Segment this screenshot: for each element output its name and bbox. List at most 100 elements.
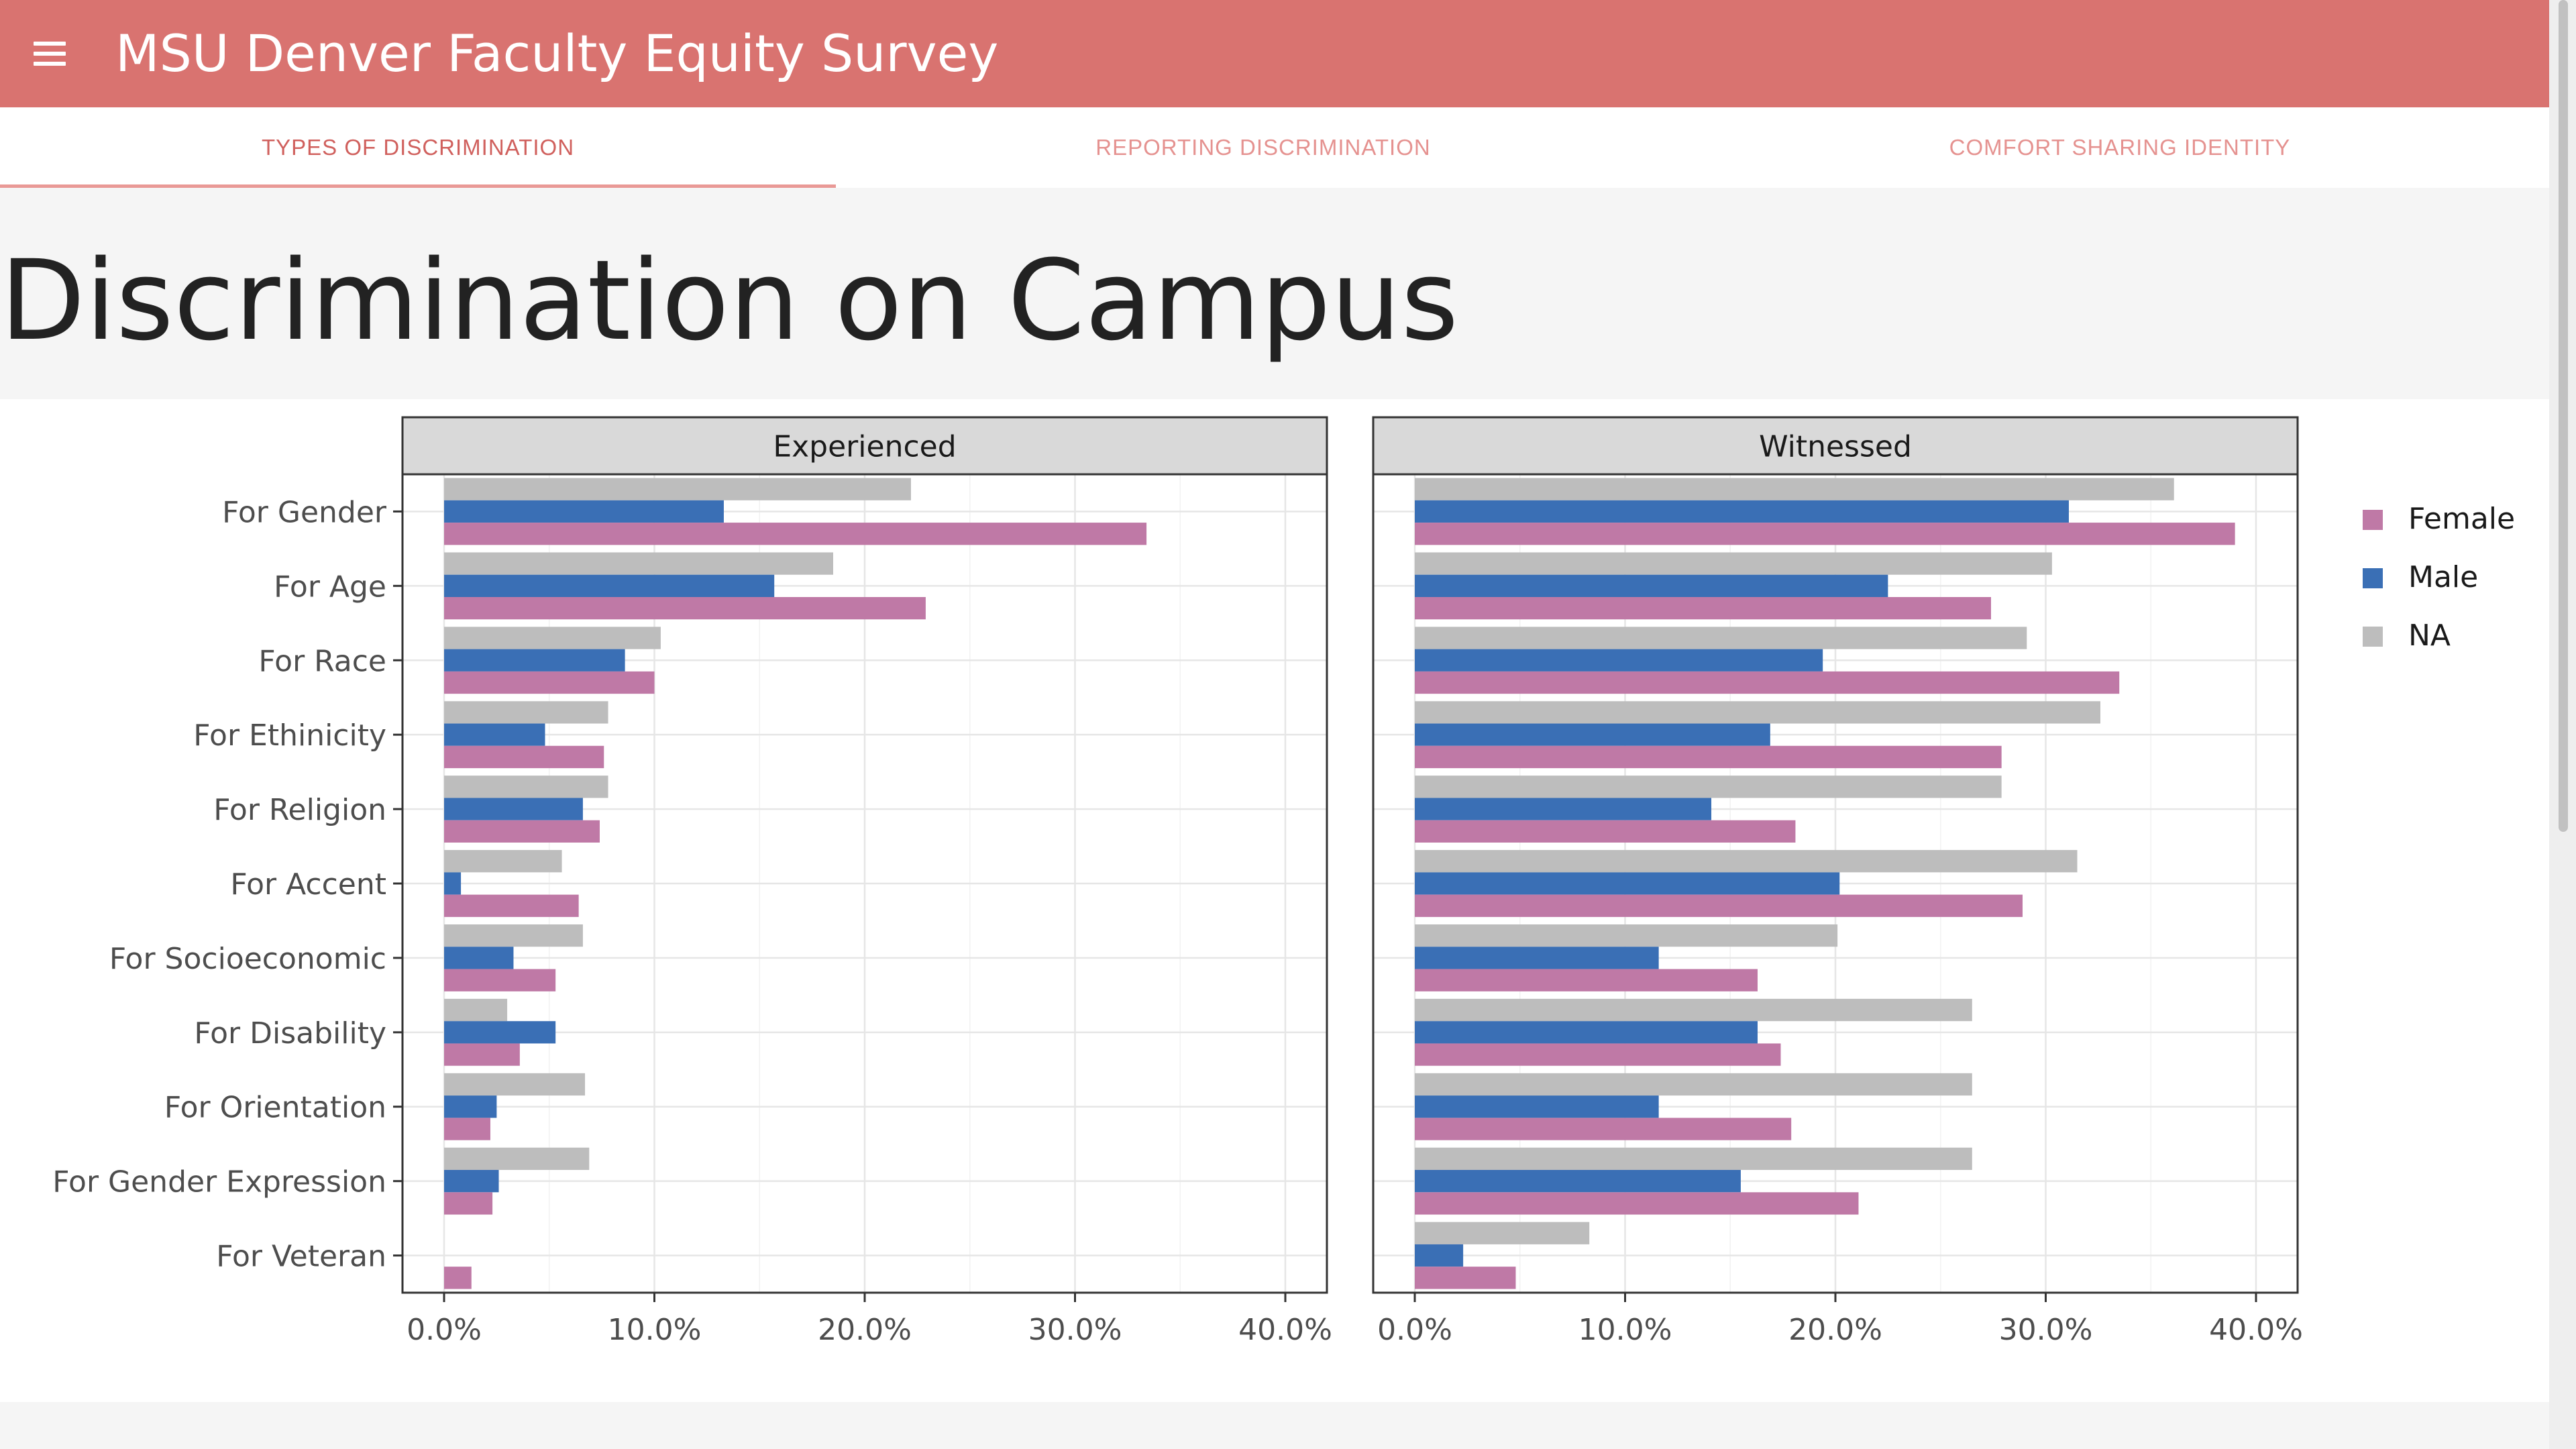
bar-witnessed-for-gender-expression-female (1415, 1192, 1859, 1215)
bar-witnessed-for-religion-na (1415, 775, 2002, 798)
y-tick-label-for-socioeconomic: For Socioeconomic (109, 942, 386, 976)
facet-strip-witnessed (1372, 416, 2299, 476)
y-tick-label-for-religion: For Religion (213, 793, 386, 827)
y-tick-label-for-orientation: For Orientation (164, 1091, 386, 1125)
scrollbar[interactable] (2549, 0, 2576, 1449)
bar-witnessed-for-veteran-male (1415, 1244, 1464, 1267)
x-tick-label: 20.0% (818, 1313, 912, 1347)
x-tick-label: 0.0% (407, 1313, 482, 1347)
page-title: Discrimination on Campus (0, 236, 1459, 365)
bar-witnessed-for-orientation-na (1415, 1073, 1972, 1096)
x-tick-label: 10.0% (1578, 1313, 1672, 1347)
legend-label-male: Male (2408, 560, 2478, 594)
tab-bar: TYPES OF DISCRIMINATION REPORTING DISCRI… (0, 107, 2549, 188)
bar-experienced-for-race-male (444, 649, 625, 672)
x-tick-label: 0.0% (1377, 1313, 1452, 1347)
menu-icon[interactable] (34, 42, 67, 66)
bar-experienced-for-religion-male (444, 798, 583, 820)
active-tab-indicator (0, 184, 836, 188)
bar-witnessed-for-veteran-na (1415, 1222, 1590, 1244)
bar-witnessed-for-socioeconomic-female (1415, 969, 1758, 991)
facet-label-witnessed: Witnessed (1759, 430, 1912, 464)
bar-experienced-for-race-na (444, 627, 661, 649)
legend-key-na (2363, 627, 2383, 647)
x-tick-label: 20.0% (1788, 1313, 1882, 1347)
legend-label-female: Female (2408, 502, 2515, 536)
bar-experienced-for-gender-male (444, 500, 724, 523)
x-tick-label: 40.0% (2209, 1313, 2303, 1347)
bar-witnessed-for-age-na (1415, 552, 2052, 575)
bar-experienced-for-socioeconomic-female (444, 969, 556, 991)
chart-area: Experienced 0.0% 10.0% 20.0% 30.0% 40.0% Witne… (0, 399, 2549, 1402)
bar-witnessed-for-religion-female (1415, 820, 1796, 843)
bar-experienced-for-gender-expression-male (444, 1170, 499, 1193)
bar-witnessed-for-veteran-female (1415, 1267, 1516, 1289)
bar-experienced-for-gender-female (444, 523, 1147, 545)
bar-experienced-for-veteran-female (444, 1267, 472, 1289)
y-tick-label-for-disability: For Disability (194, 1016, 386, 1051)
bar-experienced-for-gender-expression-na (444, 1147, 590, 1170)
bar-witnessed-for-socioeconomic-na (1415, 924, 1838, 947)
bar-witnessed-for-ethinicity-na (1415, 701, 2101, 724)
bar-witnessed-for-religion-male (1415, 798, 1712, 820)
bar-witnessed-for-ethinicity-male (1415, 723, 1770, 746)
bar-witnessed-for-race-female (1415, 671, 2120, 694)
bar-witnessed-for-socioeconomic-male (1415, 947, 1659, 969)
y-tick-label-for-accent: For Accent (230, 867, 386, 902)
bar-witnessed-for-orientation-female (1415, 1118, 1792, 1140)
bar-witnessed-for-gender-female (1415, 523, 2235, 545)
bar-witnessed-for-race-male (1415, 649, 1823, 672)
bar-witnessed-for-gender-expression-male (1415, 1170, 1741, 1193)
tab-types-of-discrimination[interactable]: TYPES OF DISCRIMINATION (261, 135, 575, 160)
bar-experienced-for-accent-na (444, 850, 562, 873)
y-tick-label-for-gender: For Gender (222, 495, 387, 529)
x-tick-label: 40.0% (1238, 1313, 1332, 1347)
tab-comfort-sharing-identity[interactable]: COMFORT SHARING IDENTITY (1949, 135, 2291, 160)
bar-experienced-for-orientation-na (444, 1073, 586, 1096)
facet-label-experienced: Experienced (773, 430, 956, 464)
x-tick-label: 30.0% (1999, 1313, 2093, 1347)
y-tick-label-for-gender-expression: For Gender Expression (52, 1165, 386, 1199)
x-tick-label: 30.0% (1028, 1313, 1122, 1347)
app-title: MSU Denver Faculty Equity Survey (115, 23, 999, 83)
app-bar: MSU Denver Faculty Equity Survey (0, 0, 2549, 107)
bar-witnessed-for-gender-male (1415, 500, 2069, 523)
bar-experienced-for-race-female (444, 671, 655, 694)
bar-experienced-for-age-male (444, 574, 775, 597)
bar-experienced-for-disability-na (444, 998, 508, 1022)
bar-experienced-for-socioeconomic-na (444, 924, 583, 947)
bar-experienced-for-disability-female (444, 1043, 520, 1066)
bar-witnessed-for-ethinicity-female (1415, 745, 2002, 769)
y-tick-label-for-veteran: For Veteran (216, 1240, 386, 1274)
bar-experienced-for-ethinicity-female (444, 745, 604, 769)
bar-experienced-for-accent-male (444, 872, 462, 895)
bar-witnessed-for-race-na (1415, 627, 2027, 649)
bar-experienced-for-ethinicity-na (444, 701, 608, 724)
bar-witnessed-for-orientation-male (1415, 1095, 1659, 1118)
bar-witnessed-for-accent-na (1415, 850, 2078, 873)
y-tick-label-for-race: For Race (258, 644, 386, 678)
y-tick-label-for-age: For Age (274, 570, 386, 604)
bar-experienced-for-ethinicity-male (444, 723, 545, 746)
bar-experienced-for-religion-na (444, 775, 608, 798)
bar-experienced-for-orientation-female (444, 1118, 490, 1140)
bar-experienced-for-religion-female (444, 820, 600, 843)
bar-witnessed-for-accent-female (1415, 894, 2023, 917)
scrollbar-thumb[interactable] (2559, 0, 2568, 832)
bar-witnessed-for-age-male (1415, 574, 1888, 597)
bar-witnessed-for-disability-female (1415, 1043, 1781, 1066)
bar-experienced-for-gender-expression-female (444, 1192, 493, 1215)
bar-experienced-for-age-na (444, 552, 833, 575)
legend-key-female (2363, 510, 2383, 530)
bar-experienced-for-gender-na (444, 478, 911, 500)
bar-witnessed-for-age-female (1415, 597, 1991, 620)
y-tick-label-for-ethinicity: For Ethinicity (193, 718, 386, 753)
bar-witnessed-for-disability-na (1415, 998, 1972, 1022)
discrimination-chart: Experienced 0.0% 10.0% 20.0% 30.0% 40.0% Witne… (52, 416, 2515, 1347)
bar-witnessed-for-accent-male (1415, 872, 1840, 895)
bar-experienced-for-orientation-male (444, 1095, 497, 1118)
bar-experienced-for-socioeconomic-male (444, 947, 514, 969)
bar-witnessed-for-gender-na (1415, 478, 2174, 500)
tab-reporting-discrimination[interactable]: REPORTING DISCRIMINATION (1095, 135, 1431, 160)
legend-key-male (2363, 568, 2383, 588)
